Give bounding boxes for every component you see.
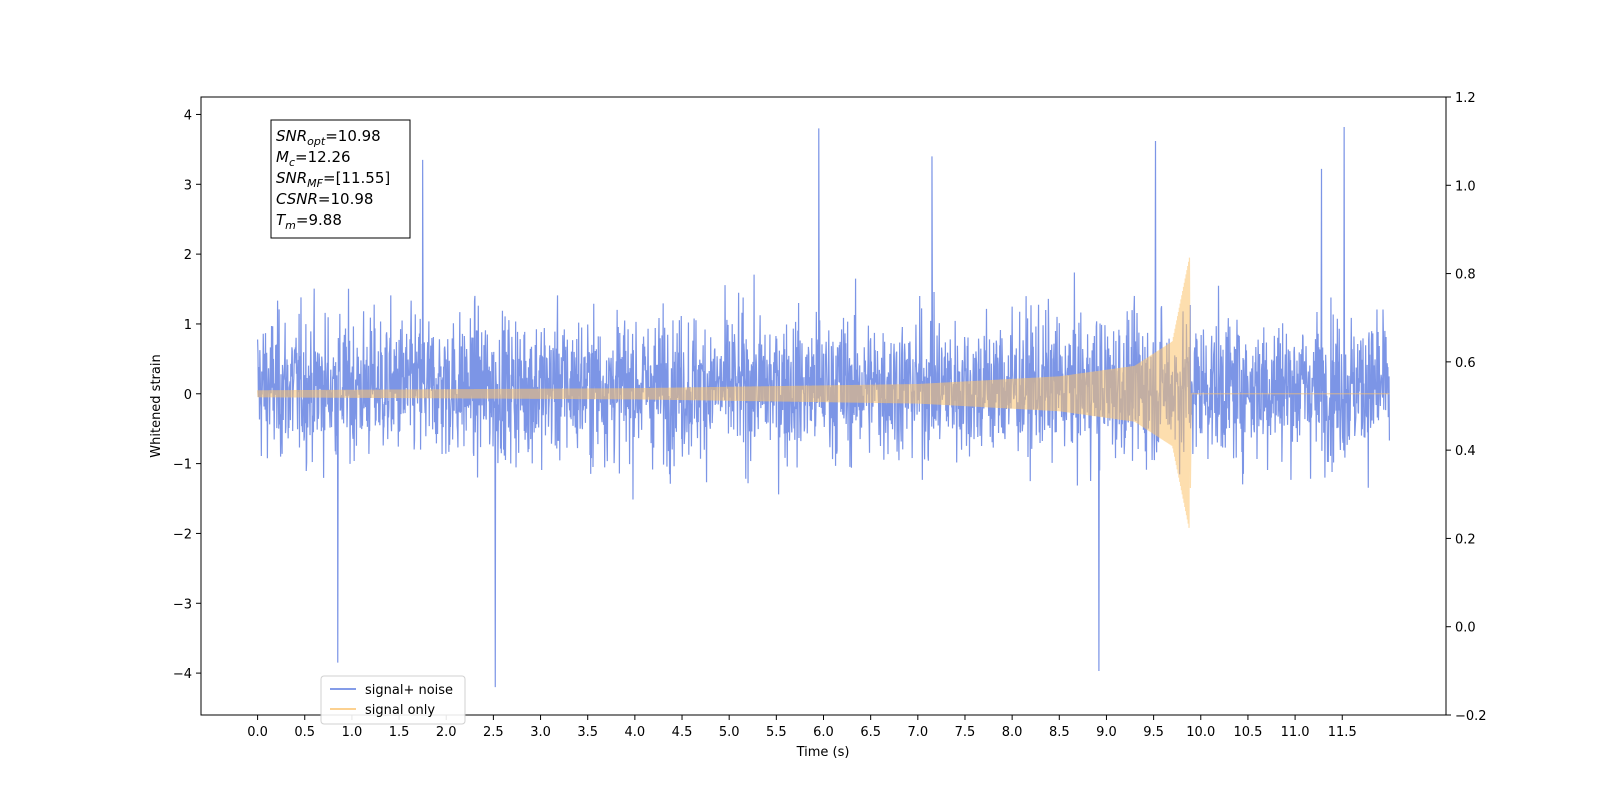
- y2-tick-label: 0.6: [1455, 356, 1476, 371]
- annotation-line: Tm=9.88: [276, 211, 342, 232]
- x-tick-label: 3.0: [530, 725, 551, 740]
- annotation-line: Mc=12.26: [276, 148, 351, 169]
- y2-tick-label: 0.8: [1455, 268, 1476, 283]
- x-tick-label: 5.0: [719, 725, 740, 740]
- x-tick-label: 10.5: [1233, 725, 1262, 740]
- x-tick-label: 3.5: [577, 725, 598, 740]
- x-tick-label: 0.0: [247, 725, 268, 740]
- x-tick-label: 6.0: [813, 725, 834, 740]
- y-tick-label: −1: [173, 458, 192, 473]
- series-signal-only-line: [256, 257, 1390, 528]
- x-tick-label: 7.5: [955, 725, 976, 740]
- y-tick-label: 0: [184, 388, 192, 403]
- y-tick-label: 3: [184, 178, 192, 193]
- y2-tick-label: −0.2: [1455, 709, 1487, 724]
- legend-label-signal-noise: signal+ noise: [365, 683, 453, 698]
- x-tick-label: 11.0: [1281, 725, 1310, 740]
- y2-tick-label: 1.0: [1455, 179, 1476, 194]
- annotation-box: SNRopt=10.98Mc=12.26SNRMF=[11.55]CSNR=10…: [270, 119, 411, 239]
- x-axis-label: Time (s): [796, 745, 850, 760]
- x-tick-label: 8.5: [1049, 725, 1070, 740]
- x-tick-label: 9.5: [1143, 725, 1164, 740]
- annotation-line: SNRopt=10.98: [276, 127, 381, 148]
- y-tick-label: 2: [184, 248, 192, 263]
- x-tick-label: 10.0: [1186, 725, 1215, 740]
- x-tick-label: 1.5: [389, 725, 410, 740]
- series-layer: [256, 127, 1391, 688]
- y2-tick-label: 0.0: [1455, 621, 1476, 636]
- x-tick-label: 11.5: [1328, 725, 1357, 740]
- y2-tick-label: 1.2: [1455, 91, 1476, 106]
- legend: signal+ noise signal only: [320, 675, 466, 725]
- y-axis-left: −4 −3 −2 −1 0 1 2 3 4: [173, 108, 201, 682]
- x-tick-label: 5.5: [766, 725, 787, 740]
- x-tick-label: 9.0: [1096, 725, 1117, 740]
- x-tick-label: 2.0: [436, 725, 457, 740]
- x-tick-label: 4.5: [672, 725, 693, 740]
- series-signal-noise-line: [256, 127, 1391, 688]
- x-tick-label: 8.0: [1002, 725, 1023, 740]
- y-tick-label: −2: [173, 527, 192, 542]
- annotation-line: SNRMF=[11.55]: [276, 169, 390, 190]
- x-tick-label: 4.0: [625, 725, 646, 740]
- legend-label-signal-only: signal only: [365, 703, 435, 718]
- x-tick-label: 1.0: [342, 725, 363, 740]
- y2-tick-label: 0.4: [1455, 444, 1476, 459]
- x-tick-label: 0.5: [294, 725, 315, 740]
- y-axis-label: Whitened strain: [149, 354, 164, 457]
- y-tick-label: −4: [173, 667, 192, 682]
- legend-frame: [320, 675, 466, 725]
- y-axis-right: −0.2 0.0 0.2 0.4 0.6 0.8 1.0 1.2: [1446, 91, 1487, 724]
- x-tick-label: 7.0: [907, 725, 928, 740]
- y-tick-label: 4: [184, 108, 192, 123]
- y-tick-label: 1: [184, 318, 192, 333]
- x-tick-label: 2.5: [483, 725, 504, 740]
- y2-tick-label: 0.2: [1455, 532, 1476, 547]
- y-tick-label: −3: [173, 597, 192, 612]
- x-tick-label: 6.5: [860, 725, 881, 740]
- annotation-line: CSNR=10.98: [276, 190, 373, 208]
- x-axis: 0.0 0.5 1.0 1.5 2.0 2.5 3.0 3.5 4.0 4.5 5.0 5.5 6.0 6…: [247, 715, 1357, 740]
